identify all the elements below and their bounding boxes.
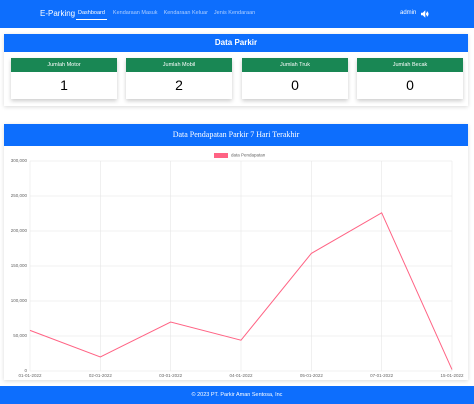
chart-title: Data Pendapatan Parkir 7 Hari Terakhir <box>4 124 468 146</box>
y-tick-label: 250,000 <box>11 193 28 198</box>
y-tick-label: 300,000 <box>11 158 28 163</box>
card-label: Jumlah Truk <box>242 58 348 72</box>
x-tick-label: 04-01-2022 <box>229 373 253 378</box>
card-value: 0 <box>291 77 299 93</box>
nav-link[interactable]: Dashboard <box>76 10 107 20</box>
brand[interactable]: E-Parking <box>40 9 76 18</box>
card: Jumlah Becak 0 <box>357 58 463 99</box>
nav-link[interactable]: Kendaraan Keluar <box>163 10 208 16</box>
footer: © 2023 PT. Parkir Aman Sentosa, Inc <box>0 386 474 404</box>
chart: 0 50,000 100,000 150,000 200,000 250,000 300,0… <box>11 153 464 379</box>
x-tick-label: 01-01-2022 <box>18 373 42 378</box>
y-tick-label: 100,000 <box>11 298 28 303</box>
card-label: Jumlah Motor <box>11 58 117 72</box>
x-tick-label: 05-01-2022 <box>300 373 324 378</box>
nav-link[interactable]: Jenis Kendaraan <box>213 10 256 16</box>
card: Jumlah Motor 1 <box>11 58 117 99</box>
card: Jumlah Mobil 2 <box>126 58 232 99</box>
card-value: 1 <box>60 77 68 93</box>
x-tick-label: 07-01-2022 <box>370 373 394 378</box>
card: Jumlah Truk 0 <box>242 58 348 99</box>
logout-icon[interactable] <box>421 10 429 18</box>
legend-label: data Pendapatan <box>231 153 266 158</box>
x-tick-label: 15-01-2022 <box>440 373 464 378</box>
chart-panel: Data Pendapatan Parkir 7 Hari Terakhir 0… <box>4 124 468 380</box>
y-tick-label: 150,000 <box>11 263 28 268</box>
nav-link[interactable]: Kendaraan Masuk <box>112 10 158 16</box>
y-tick-label: 0 <box>24 368 27 373</box>
x-tick-label: 02-01-2022 <box>89 373 113 378</box>
card-label: Jumlah Becak <box>357 58 463 72</box>
data-line <box>29 212 453 370</box>
navbar: E-Parking Dashboard Kendaraan Masuk Kend… <box>0 0 474 28</box>
card-value: 0 <box>406 77 414 93</box>
y-tick-label: 50,000 <box>13 333 27 338</box>
summary-panel: Data Parkir Jumlah Motor 1 Jumlah Mobil 2 … <box>4 34 468 106</box>
nav-links: Dashboard Kendaraan Masuk Kendaraan Kelu… <box>76 10 255 20</box>
user-name[interactable]: admin <box>400 10 417 16</box>
x-tick-label: 03-01-2022 <box>159 373 183 378</box>
legend-swatch <box>214 153 228 158</box>
panel-title: Data Parkir <box>4 34 468 52</box>
card-label: Jumlah Mobil <box>126 58 232 72</box>
y-tick-label: 200,000 <box>11 228 28 233</box>
card-value: 2 <box>175 77 183 93</box>
